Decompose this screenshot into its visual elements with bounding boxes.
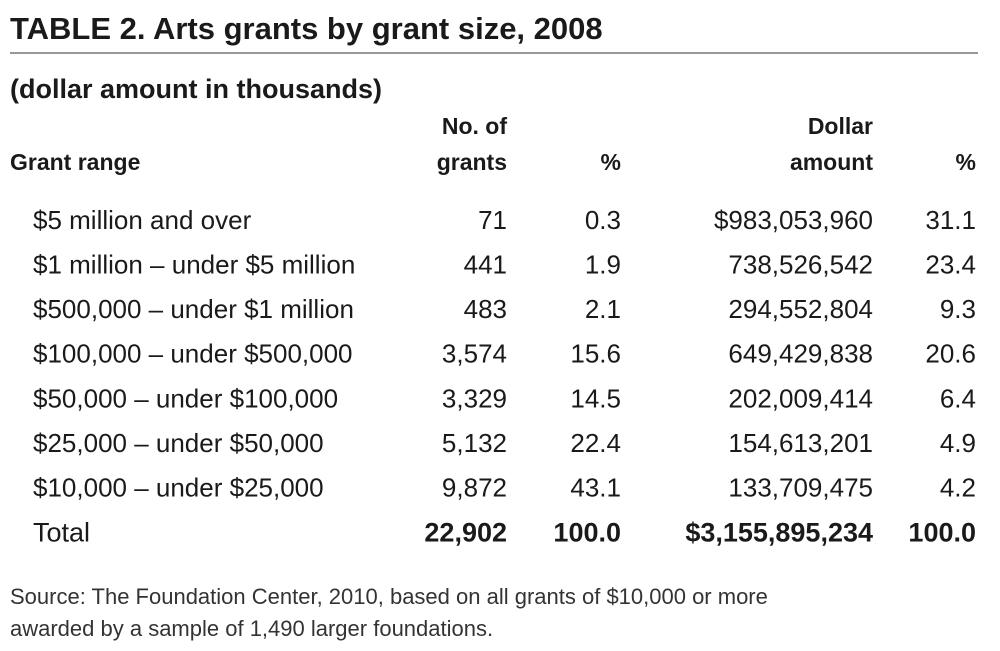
title: TABLE 2. Arts grants by grant size, 2008 xyxy=(10,11,603,46)
cell: 20.6 xyxy=(925,339,976,369)
column-header: No. of xyxy=(442,113,507,139)
cell: 3,574 xyxy=(442,339,507,369)
cell: 31.1 xyxy=(925,205,976,235)
row-label: $5 million and over xyxy=(33,205,252,235)
row-label: $1 million – under $5 million xyxy=(33,249,355,279)
cell: 294,552,804 xyxy=(728,294,873,324)
row-label: $100,000 – under $500,000 xyxy=(33,339,353,369)
cell: 649,429,838 xyxy=(728,339,873,369)
row-label: $50,000 – under $100,000 xyxy=(33,383,338,413)
cell: 5,132 xyxy=(442,428,507,458)
cell: 1.9 xyxy=(585,249,621,279)
column-header: Dollar xyxy=(808,113,873,139)
cell: 483 xyxy=(464,294,507,324)
total-cell: 100.0 xyxy=(908,517,976,547)
cell: 6.4 xyxy=(940,383,976,413)
cell: 43.1 xyxy=(570,472,621,502)
column-header: Grant range xyxy=(10,149,140,175)
cell: 738,526,542 xyxy=(728,249,873,279)
column-header: amount xyxy=(790,149,873,175)
source-note: awarded by a sample of 1,490 larger foun… xyxy=(10,616,493,641)
cell: 4.2 xyxy=(940,472,976,502)
cell: $983,053,960 xyxy=(714,205,873,235)
row-label: $500,000 – under $1 million xyxy=(33,294,354,324)
cell: 202,009,414 xyxy=(728,383,873,413)
row-label: $25,000 – under $50,000 xyxy=(33,428,324,458)
source-note: Source: The Foundation Center, 2010, bas… xyxy=(10,584,768,609)
row-label: $10,000 – under $25,000 xyxy=(33,472,324,502)
cell: 23.4 xyxy=(925,249,976,279)
cell: 9,872 xyxy=(442,472,507,502)
total-cell: $3,155,895,234 xyxy=(685,517,873,547)
cell: 71 xyxy=(478,205,507,235)
cell: 14.5 xyxy=(570,383,621,413)
column-header: grants xyxy=(437,149,507,175)
cell: 2.1 xyxy=(585,294,621,324)
cell: 133,709,475 xyxy=(728,472,873,502)
total-cell: 22,902 xyxy=(424,517,507,547)
cell: 15.6 xyxy=(570,339,621,369)
cell: 441 xyxy=(464,249,507,279)
column-header: % xyxy=(956,149,976,175)
total-label: Total xyxy=(33,517,90,547)
cell: 0.3 xyxy=(585,205,621,235)
cell: 22.4 xyxy=(570,428,621,458)
total-cell: 100.0 xyxy=(553,517,621,547)
cell: 3,329 xyxy=(442,383,507,413)
cell: 9.3 xyxy=(940,294,976,324)
cell: 154,613,201 xyxy=(728,428,873,458)
subtitle: (dollar amount in thousands) xyxy=(10,74,382,104)
column-header: % xyxy=(601,149,621,175)
cell: 4.9 xyxy=(940,428,976,458)
